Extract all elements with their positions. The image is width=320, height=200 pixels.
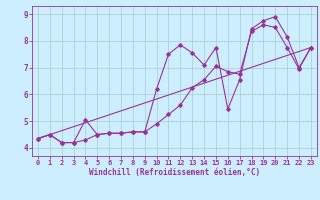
X-axis label: Windchill (Refroidissement éolien,°C): Windchill (Refroidissement éolien,°C) bbox=[89, 168, 260, 177]
